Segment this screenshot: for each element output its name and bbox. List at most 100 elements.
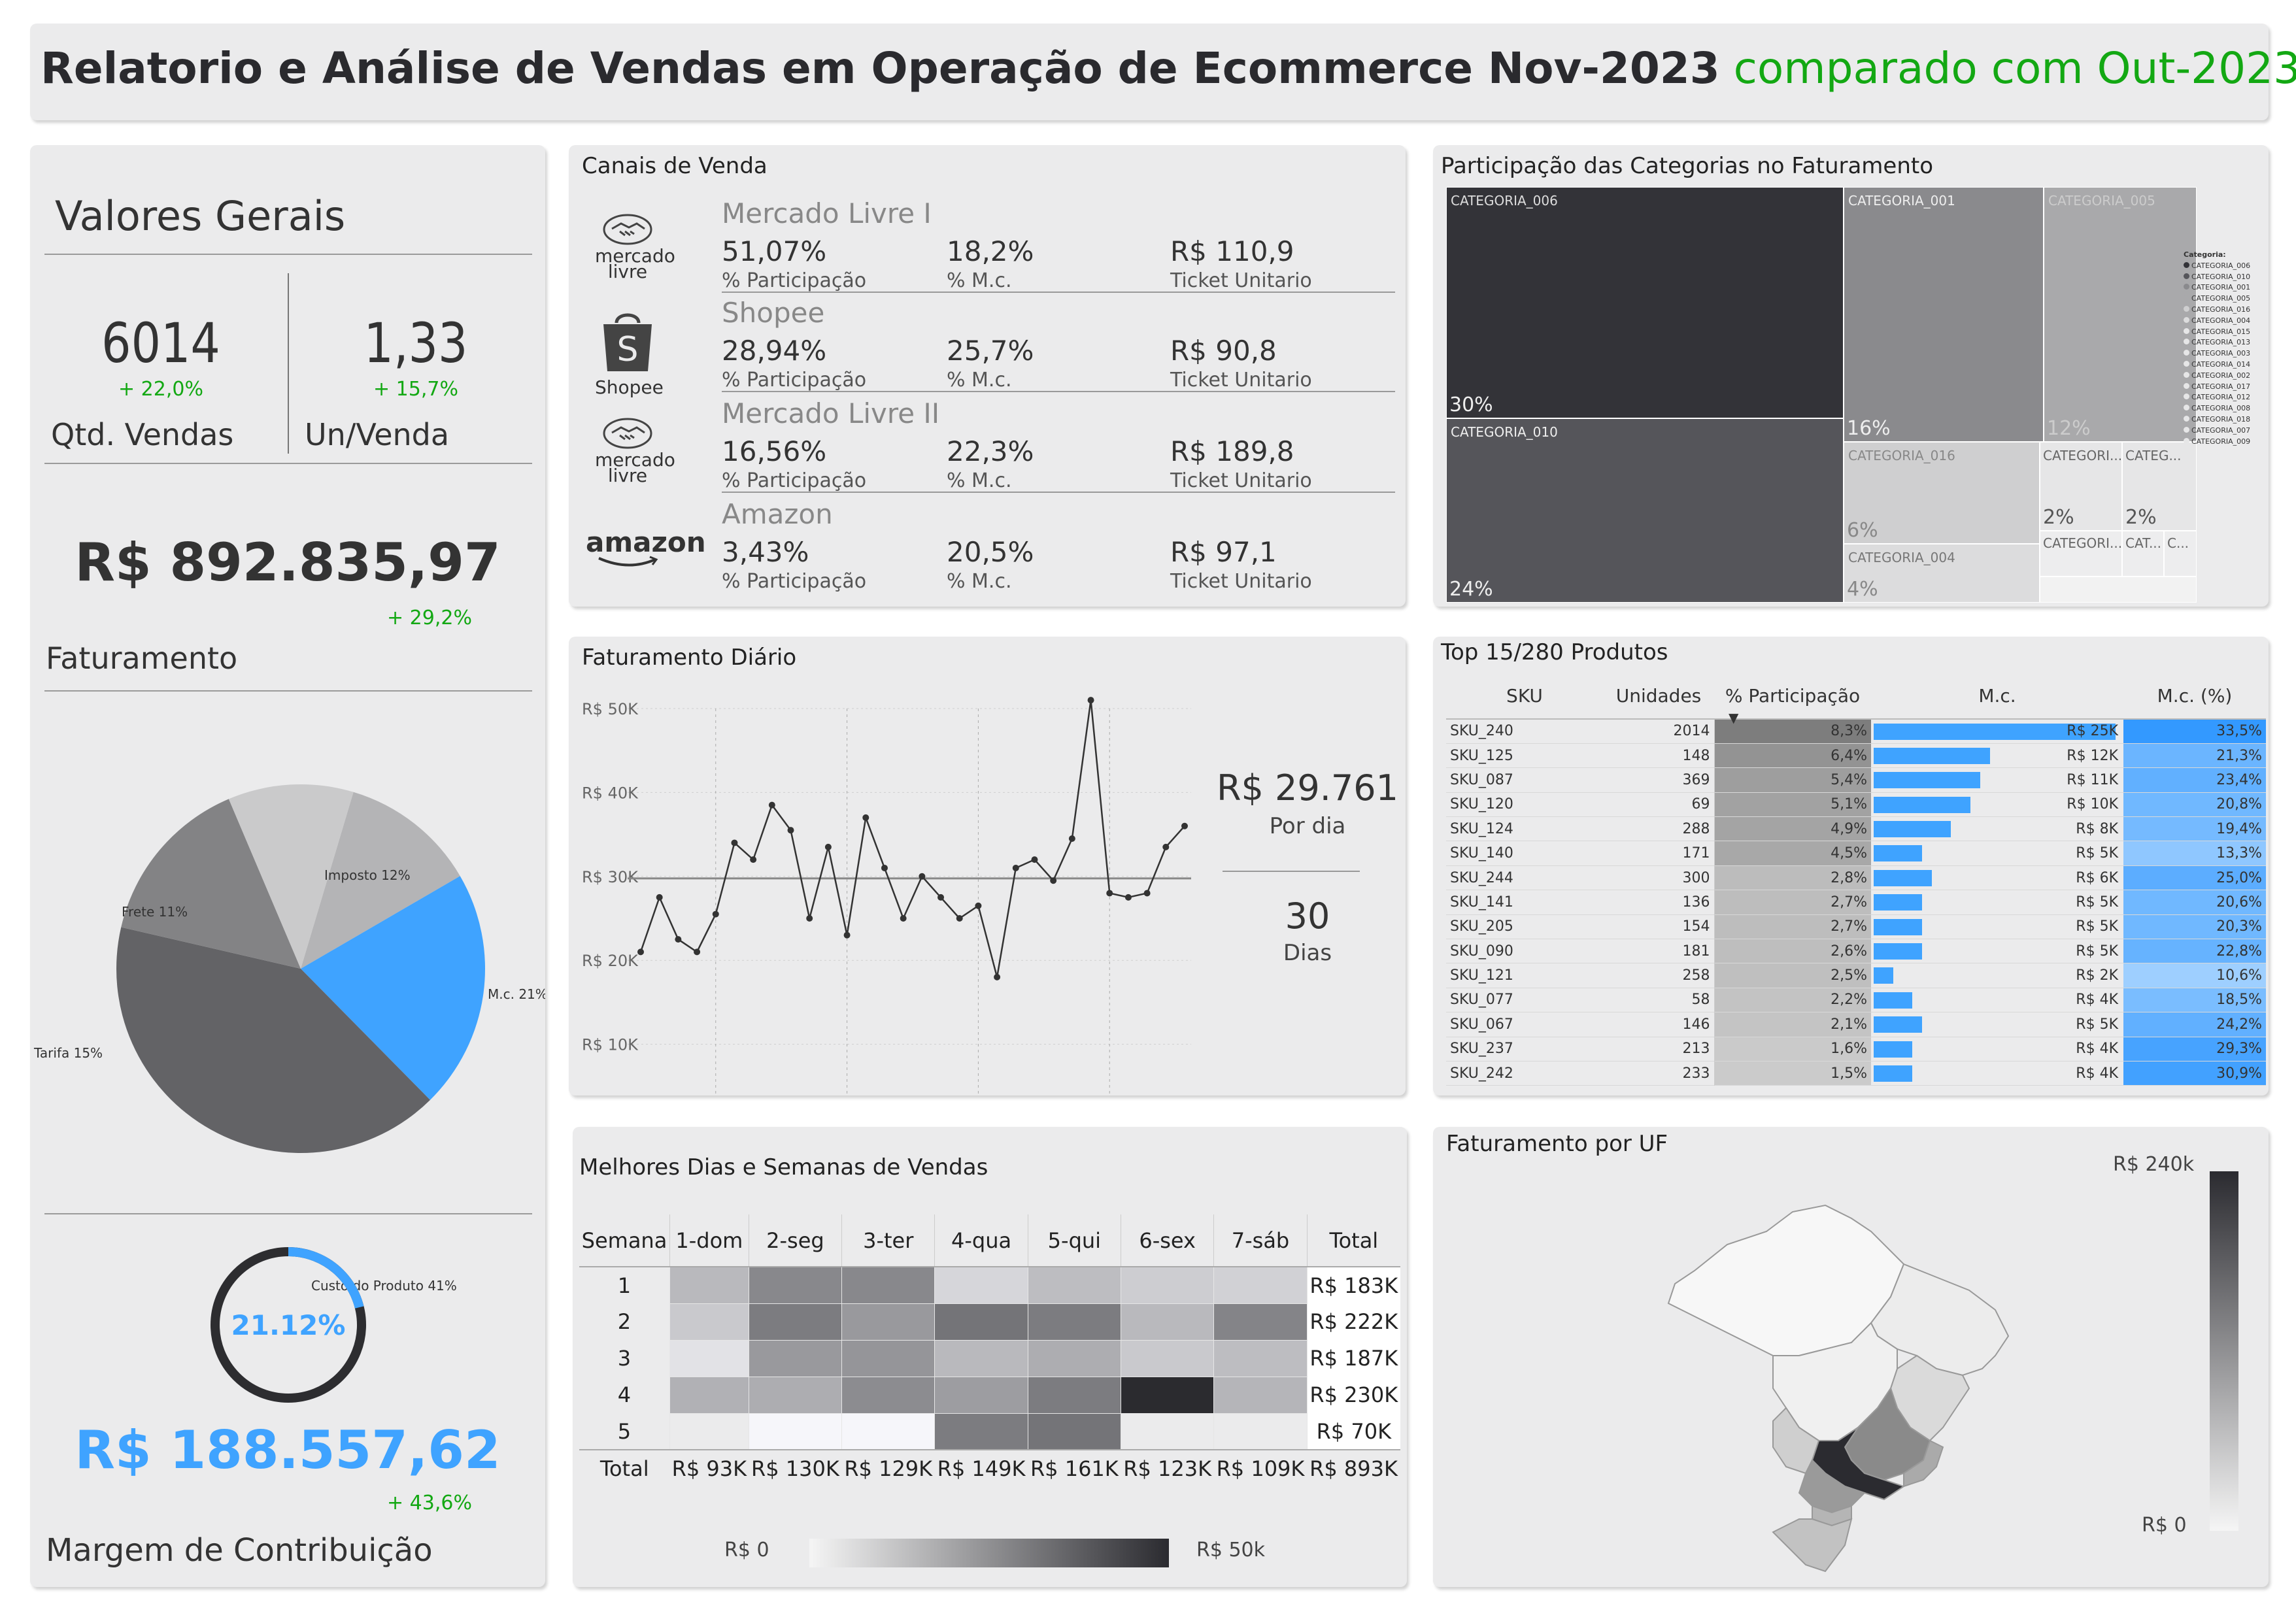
heatmap-cell[interactable] — [1213, 1303, 1308, 1341]
col-part[interactable]: % Participação ▼ — [1714, 673, 1871, 726]
legend-item[interactable]: CATEGORIA_007 — [2184, 426, 2265, 437]
heatmap-cell[interactable] — [1027, 1376, 1122, 1414]
table-row[interactable]: SKU_205 154 2,7% R$ 5K 20,3% — [1446, 914, 2266, 939]
col-mc[interactable]: M.c. — [1978, 685, 2016, 707]
treemap-cell-categoria-001[interactable]: CATEGORIA_001 16% — [1844, 187, 2044, 442]
col-sku[interactable]: SKU — [1506, 685, 1543, 707]
uf-pr[interactable] — [1798, 1459, 1866, 1514]
data-point[interactable] — [787, 827, 794, 834]
treemap-cell-categoria-006[interactable]: CATEGORIA_006 30% — [1446, 187, 1844, 418]
treemap-cell-small-c[interactable]: CATEGORI... — [2040, 531, 2122, 577]
table-row[interactable]: SKU_067 146 2,1% R$ 5K 24,2% — [1446, 1012, 2266, 1037]
heatmap-cell[interactable] — [1121, 1412, 1215, 1450]
pie-slice[interactable] — [121, 799, 301, 969]
data-point[interactable] — [956, 915, 963, 922]
treemap-cell-small-d[interactable]: CAT... — [2122, 531, 2164, 577]
heatmap-cell[interactable] — [934, 1266, 1028, 1304]
table-row[interactable]: SKU_121 258 2,5% R$ 2K 10,6% — [1446, 963, 2266, 988]
legend-item[interactable]: CATEGORIA_018 — [2184, 414, 2265, 426]
data-point[interactable] — [806, 915, 813, 922]
data-point[interactable] — [675, 936, 682, 943]
treemap-cell-categoria-010[interactable]: CATEGORIA_010 24% — [1446, 418, 1844, 603]
col-weekday[interactable]: 4-qua — [934, 1214, 1028, 1267]
data-point[interactable] — [1068, 835, 1075, 843]
heatmap-cell[interactable] — [934, 1376, 1028, 1414]
uf-rj-es[interactable] — [1903, 1439, 1944, 1488]
heatmap-cell[interactable] — [1121, 1339, 1215, 1377]
heatmap-cell[interactable] — [669, 1303, 749, 1341]
heatmap-cell[interactable] — [841, 1376, 936, 1414]
legend-item[interactable]: CATEGORIA_010 — [2184, 272, 2265, 283]
legend-item[interactable]: CATEGORIA_001 — [2184, 282, 2265, 293]
heatmap-cell[interactable] — [1121, 1303, 1215, 1341]
data-point[interactable] — [768, 801, 775, 809]
legend-item[interactable]: CATEGORIA_003 — [2184, 348, 2265, 359]
col-total[interactable]: Total — [1306, 1214, 1400, 1267]
legend-item[interactable]: CATEGORIA_009 — [2184, 437, 2265, 448]
legend-item[interactable]: CATEGORIA_013 — [2184, 337, 2265, 348]
data-point[interactable] — [1012, 864, 1019, 871]
heatmap-row[interactable]: 3 R$ 187K — [579, 1339, 1400, 1377]
pie-slice[interactable] — [301, 876, 485, 1100]
data-point[interactable] — [919, 873, 926, 880]
channel-row[interactable]: Amazon 3,43% % Participação 20,5% % M.c.… — [722, 498, 1395, 593]
treemap-cell-categoria-004[interactable]: CATEGORIA_004 4% — [1844, 544, 2040, 603]
data-point[interactable] — [712, 911, 719, 918]
legend-item[interactable]: CATEGORIA_012 — [2184, 392, 2265, 403]
heatmap-cell[interactable] — [934, 1412, 1028, 1450]
data-point[interactable] — [1031, 856, 1038, 863]
heatmap-cell[interactable] — [1121, 1266, 1215, 1304]
heatmap-cell[interactable] — [748, 1339, 843, 1377]
col-mcp[interactable]: M.c. (%) — [2157, 685, 2233, 707]
data-point[interactable] — [1106, 890, 1113, 897]
data-point[interactable] — [1050, 877, 1057, 884]
pie-slice[interactable] — [301, 792, 460, 969]
data-point[interactable] — [637, 948, 644, 956]
heatmap-row[interactable]: 1 R$ 183K — [579, 1266, 1400, 1304]
heatmap-cell[interactable] — [1213, 1412, 1308, 1450]
data-point[interactable] — [843, 931, 851, 939]
heatmap-cell[interactable] — [1027, 1266, 1122, 1304]
data-point[interactable] — [900, 915, 907, 922]
heatmap-cell[interactable] — [1027, 1412, 1122, 1450]
table-row[interactable]: SKU_090 181 2,6% R$ 5K 22,8% — [1446, 939, 2266, 963]
data-point[interactable] — [1181, 822, 1188, 829]
heatmap-cell[interactable] — [1213, 1376, 1308, 1414]
data-point[interactable] — [750, 856, 757, 863]
legend-item[interactable]: CATEGORIA_017 — [2184, 382, 2265, 393]
legend-item[interactable]: CATEGORIA_004 — [2184, 316, 2265, 327]
heatmap-cell[interactable] — [748, 1266, 843, 1304]
data-point[interactable] — [1143, 890, 1151, 897]
heatmap-cell[interactable] — [934, 1303, 1028, 1341]
heatmap-cell[interactable] — [1121, 1376, 1215, 1414]
legend-item[interactable]: CATEGORIA_008 — [2184, 403, 2265, 414]
treemap-cell-small-a[interactable]: CATEGORI... 2% — [2040, 442, 2122, 531]
channel-row[interactable]: Mercado Livre I 51,07% % Participação 18… — [722, 197, 1395, 293]
uf-rs[interactable] — [1772, 1518, 1853, 1573]
heatmap-cell[interactable] — [669, 1412, 749, 1450]
heatmap-cell[interactable] — [669, 1339, 749, 1377]
heatmap-row[interactable]: 5 R$ 70K — [579, 1412, 1400, 1450]
data-point[interactable] — [862, 814, 869, 821]
pie-slice[interactable] — [116, 927, 430, 1153]
data-point[interactable] — [824, 843, 832, 850]
legend-item[interactable]: CATEGORIA_016 — [2184, 305, 2265, 316]
table-row[interactable]: SKU_140 171 4,5% R$ 5K 13,3% — [1446, 841, 2266, 866]
heatmap-cell[interactable] — [748, 1376, 843, 1414]
legend-item[interactable]: CATEGORIA_002 — [2184, 371, 2265, 382]
table-row[interactable]: SKU_120 69 5,1% R$ 10K 20,8% — [1446, 792, 2266, 817]
data-point[interactable] — [937, 894, 945, 901]
data-point[interactable] — [731, 839, 738, 846]
data-point[interactable] — [1162, 843, 1170, 850]
heatmap-cell[interactable] — [669, 1266, 749, 1304]
heatmap-cell[interactable] — [669, 1376, 749, 1414]
table-row[interactable]: SKU_087 369 5,4% R$ 11K 23,4% — [1446, 767, 2266, 793]
data-point[interactable] — [656, 894, 663, 901]
heatmap-cell[interactable] — [841, 1412, 936, 1450]
col-units[interactable]: Unidades — [1615, 685, 1702, 707]
data-point[interactable] — [994, 973, 1001, 980]
heatmap-cell[interactable] — [934, 1339, 1028, 1377]
heatmap-row[interactable]: 2 R$ 222K — [579, 1303, 1400, 1341]
data-point[interactable] — [1087, 697, 1094, 704]
table-row[interactable]: SKU_244 300 2,8% R$ 6K 25,0% — [1446, 865, 2266, 890]
